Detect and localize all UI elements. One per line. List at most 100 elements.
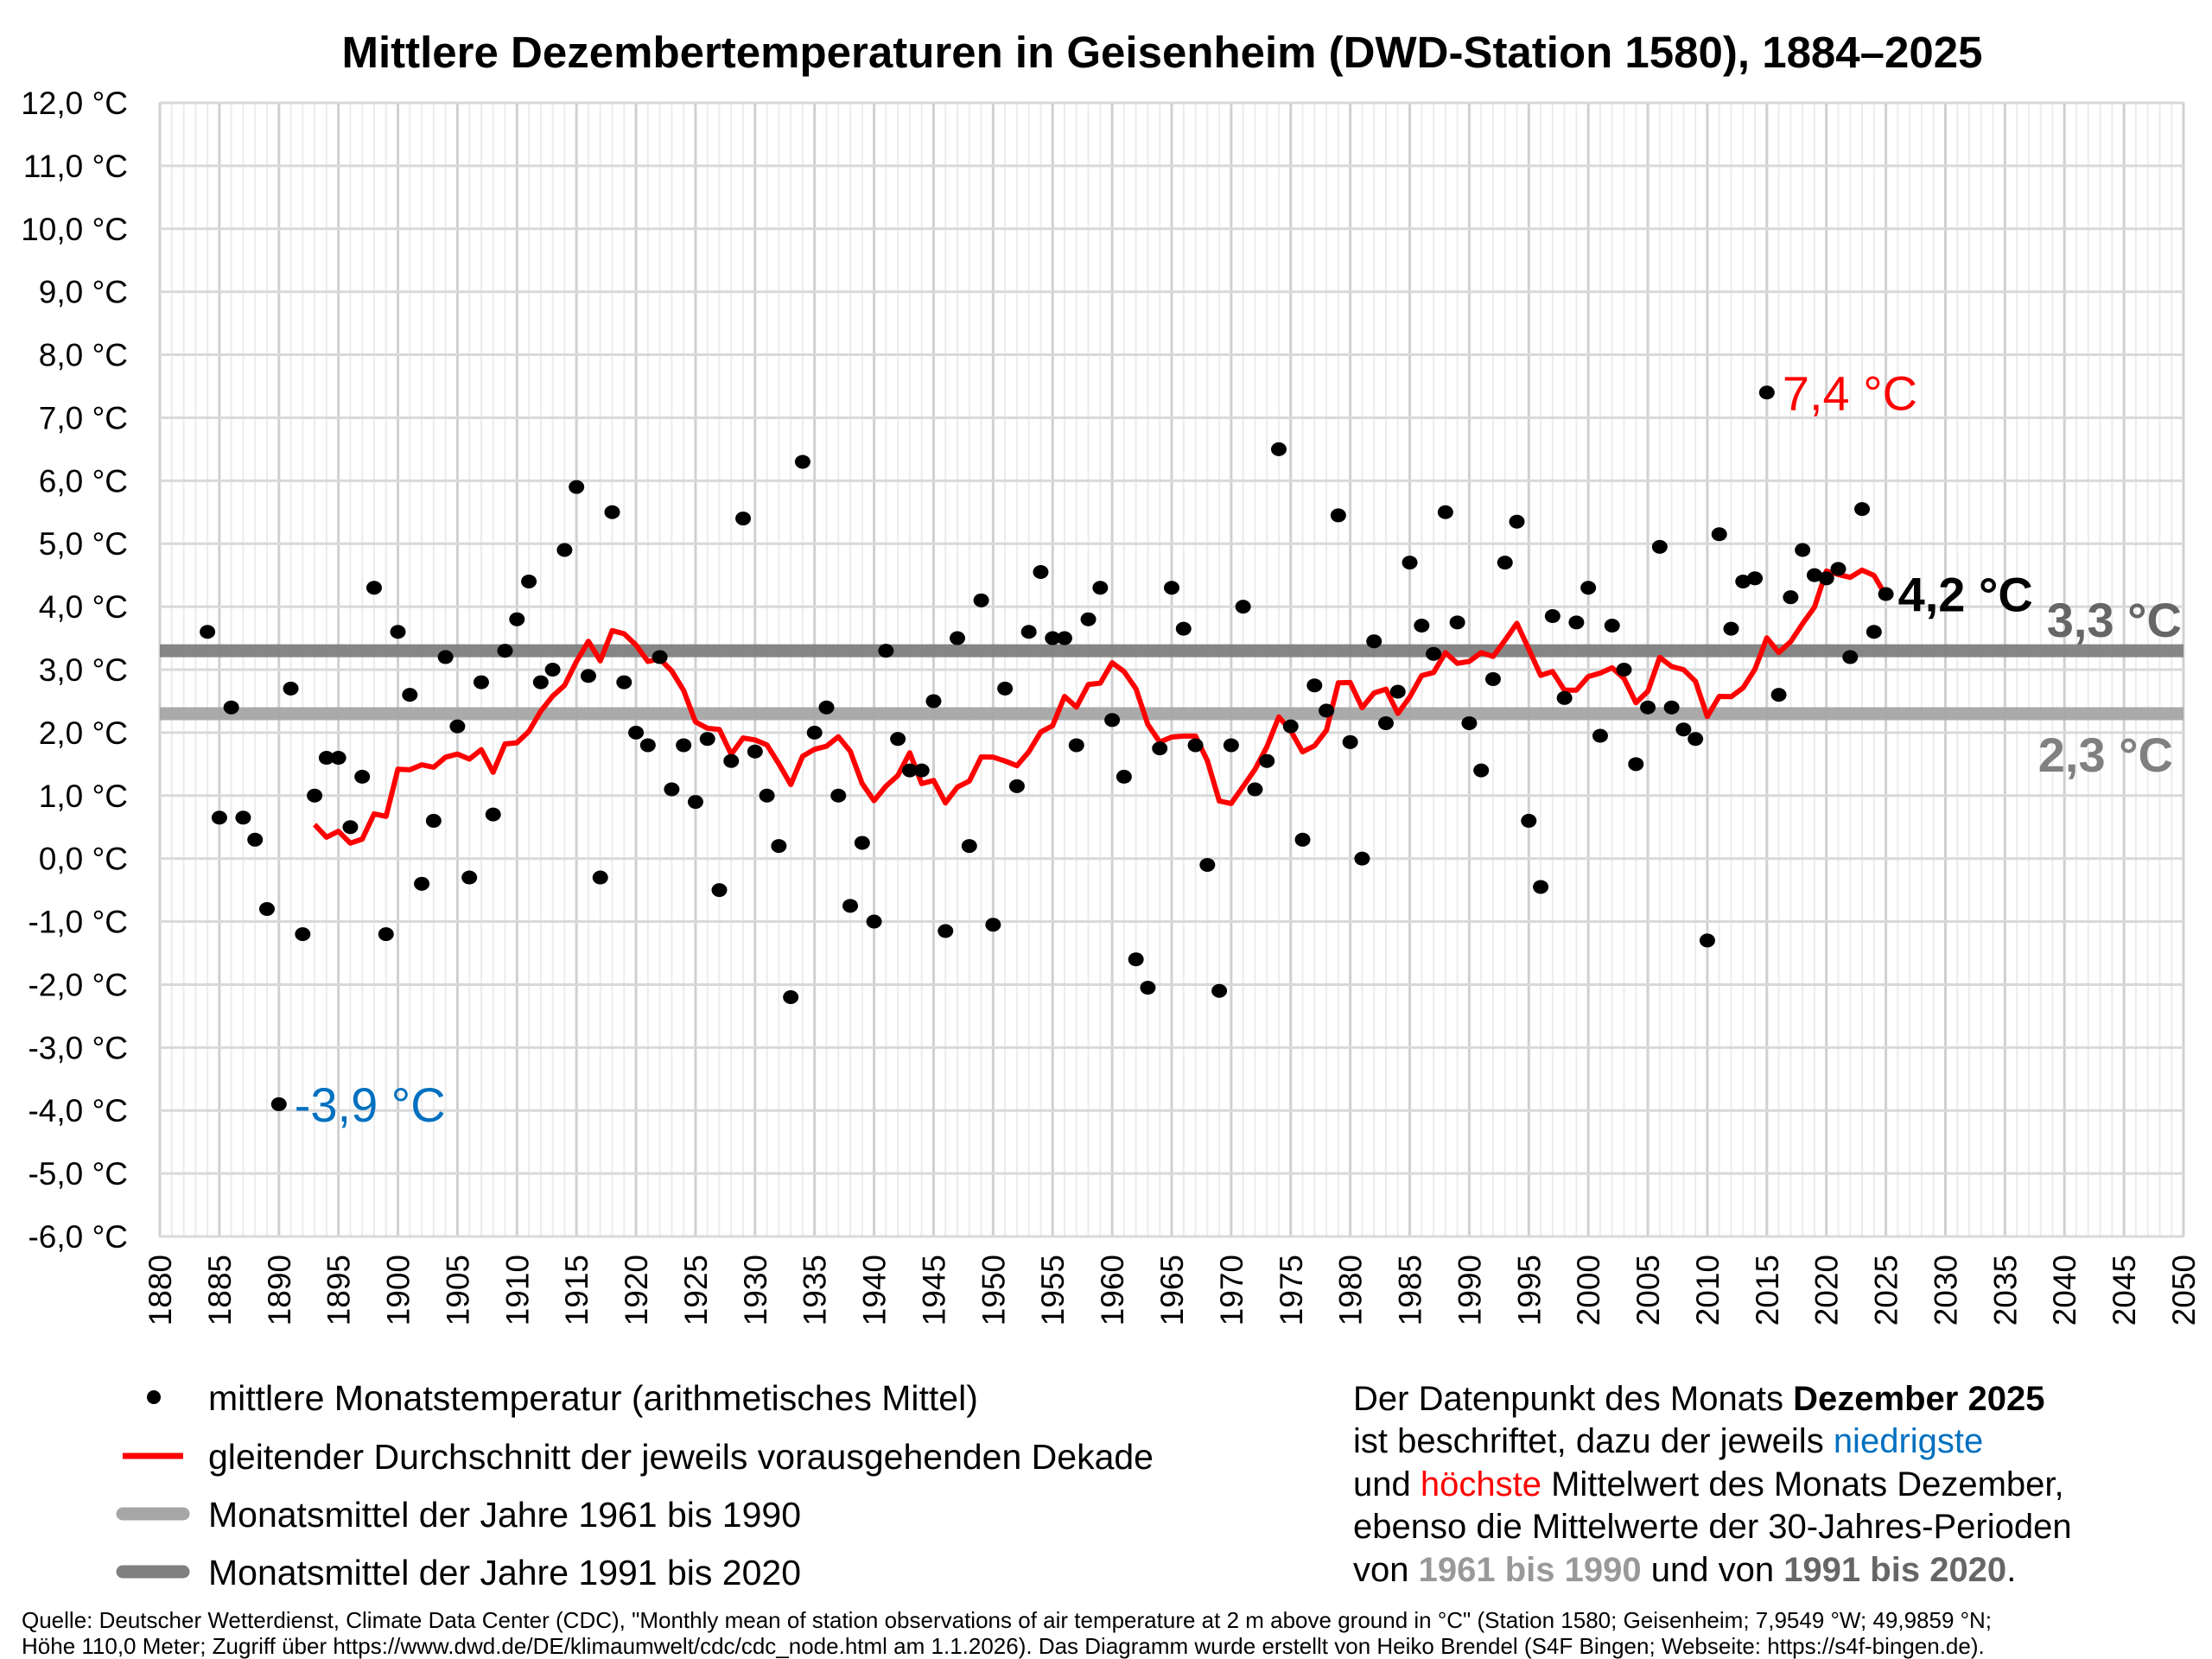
data-point-2019 [1806, 568, 1822, 582]
data-point-1939 [854, 836, 870, 850]
data-point-1927 [711, 883, 728, 898]
annotations: -3,9 °C 7,4 °C 4,2 °C [295, 365, 2033, 1132]
y-tick-label: 7,0 °C [39, 400, 128, 435]
data-point-1949 [973, 593, 989, 607]
data-point-1924 [676, 738, 692, 753]
data-point-1913 [544, 663, 561, 677]
x-tick-label: 1910 [499, 1255, 535, 1325]
data-point-1994 [1509, 514, 1525, 529]
data-point-1929 [735, 512, 752, 526]
data-point-1907 [473, 675, 489, 690]
data-point-1953 [1020, 625, 1037, 639]
data-point-1923 [664, 782, 680, 797]
note-line-1: Der Datenpunkt des Monats Dezember 2025 [1353, 1380, 2044, 1418]
x-axis-ticks: 1880 1885 1890 1895 1900 1905 1910 1915 1920 1925… [143, 1255, 2202, 1325]
data-point-1991 [1473, 763, 1490, 778]
moving-average-series [312, 567, 1889, 846]
data-point-1911 [521, 574, 537, 588]
data-point-2000 [1580, 581, 1597, 595]
data-point-2014 [1747, 571, 1764, 586]
data-point-1921 [639, 738, 656, 753]
data-point-2023 [1854, 502, 1871, 517]
note-text: ist beschriftet, dazu der jeweils [1353, 1422, 1834, 1460]
x-tick-label: 1955 [1035, 1255, 1071, 1325]
ref-label-1961-1990: 2,3 °C [2038, 728, 2173, 782]
data-point-1961 [1116, 769, 1132, 784]
data-point-1904 [437, 650, 454, 664]
data-point-1895 [330, 751, 346, 766]
data-point-1982 [1366, 634, 1382, 649]
data-point-1933 [783, 990, 799, 1005]
data-point-1936 [818, 700, 835, 715]
data-point-1922 [652, 650, 668, 664]
annotation-label-1890: -3,9 °C [295, 1077, 446, 1132]
y-tick-label: -2,0 °C [28, 967, 128, 1002]
chart-title: Mittlere Dezembertemperaturen in Geisenh… [342, 28, 1983, 77]
data-point-1950 [985, 918, 1001, 932]
note-line-4: ebenso die Mittelwerte der 30-Jahres-Per… [1353, 1508, 2072, 1546]
data-point-1905 [449, 719, 466, 734]
data-point-1943 [901, 763, 918, 778]
note-text: Der Datenpunkt des Monats [1353, 1380, 1793, 1418]
grid [158, 101, 2185, 1238]
x-tick-label: 2010 [1690, 1255, 1726, 1325]
y-tick-label: 9,0 °C [39, 275, 128, 310]
x-tick-label: 1950 [976, 1255, 1011, 1325]
data-point-1955 [1045, 631, 1061, 645]
data-point-1979 [1330, 508, 1346, 523]
data-point-1908 [485, 807, 501, 822]
x-tick-label: 1970 [1214, 1255, 1249, 1325]
data-point-1975 [1282, 719, 1299, 734]
x-tick-label: 1895 [321, 1255, 357, 1325]
data-point-1891 [283, 681, 299, 696]
data-point-1912 [532, 675, 549, 690]
data-point-1980 [1342, 734, 1358, 749]
data-point-1898 [365, 581, 382, 595]
data-point-1896 [342, 820, 359, 835]
legend-label-1991-2020: Monatsmittel der Jahre 1991 bis 2020 [208, 1553, 801, 1592]
data-point-2021 [1830, 562, 1847, 576]
data-point-1997 [1544, 609, 1560, 624]
data-point-1918 [604, 505, 620, 519]
data-point-1926 [699, 732, 715, 747]
x-tick-label: 2020 [1809, 1255, 1845, 1325]
data-point-1989 [1449, 615, 1465, 630]
data-point-1964 [1152, 741, 1168, 756]
annotation-label-2025: 4,2 °C [1898, 568, 2033, 622]
y-tick-label: -6,0 °C [28, 1219, 128, 1255]
data-point-1969 [1211, 983, 1228, 998]
x-tick-label: 1905 [440, 1255, 475, 1325]
data-point-1995 [1521, 813, 1537, 828]
data-point-1935 [806, 725, 823, 740]
y-tick-label: -1,0 °C [28, 905, 128, 940]
data-point-1977 [1306, 678, 1323, 693]
data-point-1902 [414, 876, 430, 891]
data-point-1906 [461, 870, 478, 885]
data-point-1899 [378, 927, 394, 942]
data-point-1893 [307, 788, 323, 803]
x-tick-label: 1890 [262, 1255, 297, 1325]
ref-label-1991-2020: 3,3 °C [2047, 593, 2182, 647]
note-text: und von [1642, 1551, 1784, 1589]
data-point-1972 [1247, 782, 1263, 797]
data-point-1937 [830, 788, 847, 803]
data-point-1952 [1008, 779, 1025, 793]
y-tick-label: 8,0 °C [39, 338, 128, 373]
y-tick-label: 3,0 °C [39, 652, 128, 688]
data-point-1932 [771, 839, 787, 854]
data-point-1987 [1426, 646, 1442, 661]
x-tick-label: 1935 [798, 1255, 833, 1325]
data-point-1910 [509, 612, 525, 626]
x-tick-label: 1925 [678, 1255, 714, 1325]
data-point-1958 [1080, 612, 1096, 626]
data-point-1897 [354, 769, 371, 784]
x-tick-label: 1900 [381, 1255, 416, 1325]
x-tick-label: 2000 [1571, 1255, 1606, 1325]
data-point-1973 [1259, 753, 1275, 768]
x-tick-label: 2050 [2166, 1255, 2202, 1325]
y-tick-label: 2,0 °C [39, 715, 128, 751]
data-point-1947 [950, 631, 966, 645]
x-tick-label: 1930 [738, 1255, 773, 1325]
data-point-1941 [878, 644, 894, 658]
source-footer-line-2: Höhe 110,0 Meter; Zugriff über https://w… [22, 1633, 1985, 1659]
